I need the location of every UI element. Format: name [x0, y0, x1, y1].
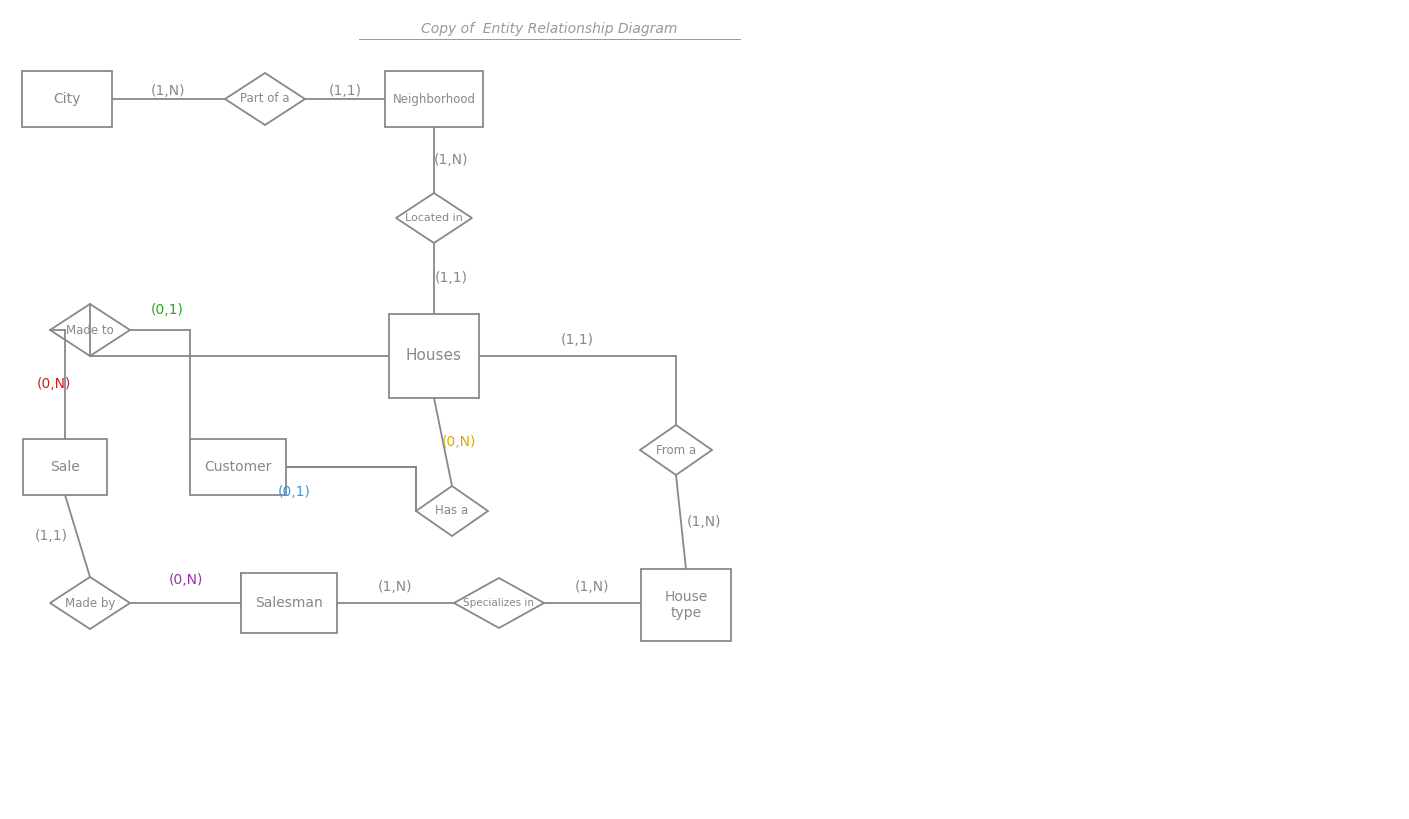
Text: Specializes in: Specializes in	[464, 598, 534, 608]
Text: (1,N): (1,N)	[151, 84, 186, 97]
Text: Located in: Located in	[404, 213, 464, 223]
Text: (1,N): (1,N)	[575, 580, 610, 594]
Text: Salesman: Salesman	[255, 596, 323, 610]
Text: (1,N): (1,N)	[378, 580, 413, 594]
Text: Sale: Sale	[51, 460, 80, 474]
Text: Neighborhood: Neighborhood	[393, 93, 475, 106]
Text: (0,1): (0,1)	[278, 485, 311, 499]
Text: (0,N): (0,N)	[168, 573, 203, 587]
FancyBboxPatch shape	[385, 71, 483, 127]
Text: Made by: Made by	[65, 596, 116, 609]
Text: House
type: House type	[665, 590, 707, 620]
Text: (0,N): (0,N)	[442, 435, 476, 449]
FancyBboxPatch shape	[241, 573, 337, 633]
Text: (1,1): (1,1)	[34, 529, 68, 543]
Text: Copy of  Entity Relationship Diagram: Copy of Entity Relationship Diagram	[421, 21, 678, 36]
Text: (1,N): (1,N)	[688, 515, 721, 529]
Text: Has a: Has a	[435, 505, 469, 518]
Text: From a: From a	[657, 444, 696, 456]
Text: (0,N): (0,N)	[37, 378, 70, 391]
FancyBboxPatch shape	[641, 569, 731, 641]
Text: (0,1): (0,1)	[151, 302, 183, 316]
Text: (1,1): (1,1)	[561, 333, 595, 346]
Text: Made to: Made to	[66, 324, 114, 337]
Text: Houses: Houses	[406, 349, 462, 364]
FancyBboxPatch shape	[23, 439, 107, 495]
FancyBboxPatch shape	[190, 439, 286, 495]
FancyBboxPatch shape	[23, 71, 111, 127]
Text: Customer: Customer	[204, 460, 272, 474]
Text: (1,1): (1,1)	[434, 272, 468, 286]
Text: (1,N): (1,N)	[434, 153, 468, 167]
Text: (1,1): (1,1)	[328, 84, 362, 97]
Text: Part of a: Part of a	[241, 93, 290, 106]
FancyBboxPatch shape	[389, 314, 479, 398]
Text: City: City	[54, 92, 80, 106]
